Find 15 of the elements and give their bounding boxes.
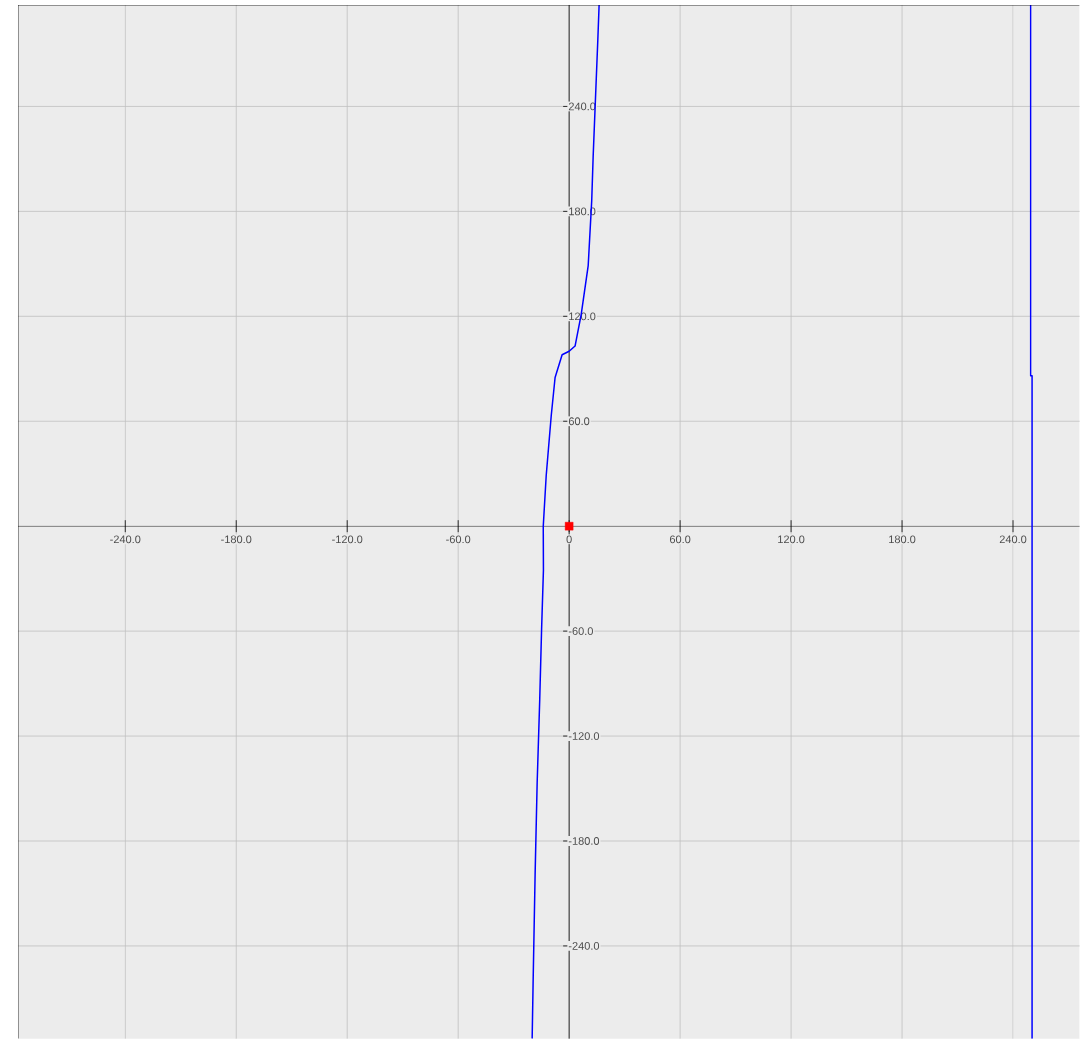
x-tick-label: -60.0 <box>446 535 471 544</box>
x-tick-label: 240.0 <box>999 535 1027 544</box>
y-tick-label: -120.0 <box>568 732 600 740</box>
x-tick-label: 60.0 <box>669 535 691 544</box>
line-series <box>531 4 600 1039</box>
x-tick-label: 0 <box>566 535 572 544</box>
x-tick-label: 180.0 <box>889 535 916 544</box>
y-tick-label: -60.0 <box>568 627 593 635</box>
x-tick-label: -240.0 <box>110 535 141 544</box>
x-tick-label: -180.0 <box>221 535 252 544</box>
x-tick-label: 120.0 <box>778 535 805 544</box>
x-tick-label: -120.0 <box>332 535 363 544</box>
y-tick-label: 60.0 <box>568 417 590 426</box>
y-tick-label: -180.0 <box>568 837 600 845</box>
y-tick-label: -240.0 <box>568 942 600 950</box>
